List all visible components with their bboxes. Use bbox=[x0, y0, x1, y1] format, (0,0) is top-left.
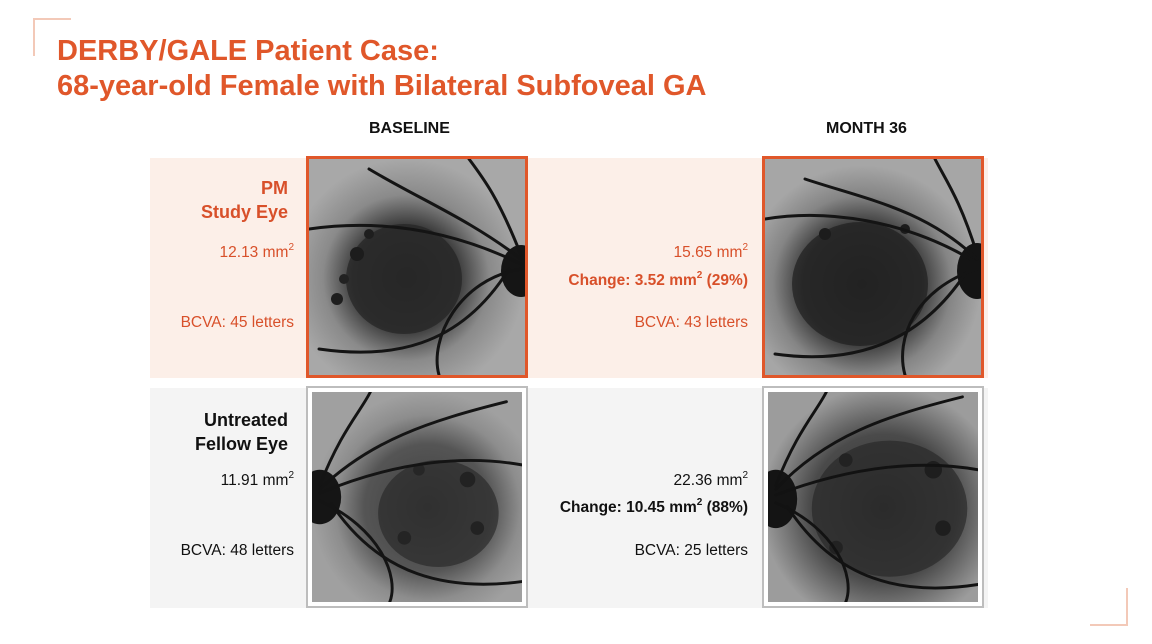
fellow-eye-month36-change: Change: 10.45 mm2 (88%) bbox=[560, 497, 748, 519]
study-eye-label: PM Study Eye bbox=[201, 176, 288, 224]
title-line-1: DERBY/GALE Patient Case: bbox=[57, 35, 439, 67]
unit-superscript: 2 bbox=[288, 470, 294, 481]
study-eye-month36-bcva: BCVA: 43 letters bbox=[634, 314, 748, 331]
column-header-baseline: BASELINE bbox=[369, 120, 450, 137]
study-eye-baseline-area-value: 12.13 mm bbox=[219, 244, 289, 261]
fellow-eye-label: Untreated Fellow Eye bbox=[195, 408, 288, 456]
study-eye-baseline-bcva: BCVA: 45 letters bbox=[180, 314, 294, 331]
study-eye-month36-change: Change: 3.52 mm2 (29%) bbox=[568, 270, 748, 292]
fellow-eye-label-line-1: Untreated bbox=[203, 410, 288, 430]
unit-superscript: 2 bbox=[696, 270, 703, 281]
fellow-eye-change-value: Change: 10.45 mm bbox=[559, 499, 697, 516]
fellow-eye-label-line-2: Fellow Eye bbox=[194, 434, 288, 454]
fellow-eye-baseline-area: 11.91 mm2 bbox=[221, 470, 294, 492]
study-eye-change-value: Change: 3.52 mm bbox=[568, 272, 697, 289]
column-header-month36: MONTH 36 bbox=[826, 120, 907, 137]
fundus-image-study-eye-baseline bbox=[306, 156, 528, 378]
study-eye-month36-area-value: 15.65 mm bbox=[673, 244, 743, 261]
corner-decoration-top-left bbox=[33, 18, 71, 56]
study-eye-label-line-2: Study Eye bbox=[200, 202, 288, 222]
unit-superscript: 2 bbox=[742, 470, 748, 481]
study-eye-label-line-1: PM bbox=[261, 178, 288, 198]
study-eye-baseline-area: 12.13 mm2 bbox=[220, 242, 294, 264]
fundus-image-fellow-eye-month36 bbox=[762, 386, 984, 608]
unit-superscript: 2 bbox=[742, 242, 748, 253]
fellow-eye-month36-area-value: 22.36 mm bbox=[673, 472, 743, 489]
fellow-eye-baseline-area-value: 11.91 mm bbox=[220, 472, 289, 489]
slide-title: DERBY/GALE Patient Case: 68-year-old Fem… bbox=[57, 34, 706, 104]
unit-superscript: 2 bbox=[696, 497, 703, 508]
fundus-image-study-eye-month36 bbox=[762, 156, 984, 378]
corner-decoration-bottom-right bbox=[1090, 588, 1128, 626]
title-line-2: 68-year-old Female with Bilateral Subfov… bbox=[57, 70, 707, 102]
study-eye-change-percent: (29%) bbox=[702, 272, 748, 289]
fellow-eye-baseline-bcva: BCVA: 48 letters bbox=[180, 542, 294, 559]
unit-superscript: 2 bbox=[288, 242, 294, 253]
fundus-image-fellow-eye-baseline bbox=[306, 386, 528, 608]
fellow-eye-month36-bcva: BCVA: 25 letters bbox=[634, 542, 748, 559]
fellow-eye-change-percent: (88%) bbox=[702, 499, 748, 516]
study-eye-month36-area: 15.65 mm2 bbox=[674, 242, 748, 264]
fellow-eye-month36-area: 22.36 mm2 bbox=[674, 470, 748, 492]
